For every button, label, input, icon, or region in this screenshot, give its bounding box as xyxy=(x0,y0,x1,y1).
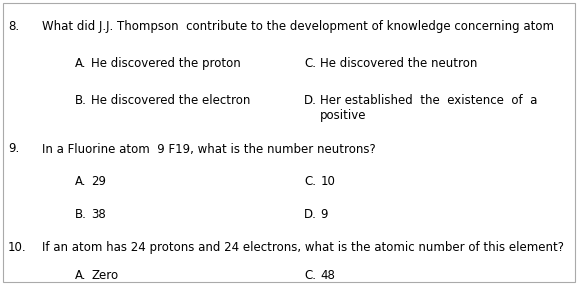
Text: B.: B. xyxy=(75,94,87,107)
Text: D.: D. xyxy=(304,208,317,221)
Text: D.: D. xyxy=(304,94,317,107)
Text: He discovered the electron: He discovered the electron xyxy=(91,94,251,107)
Text: A.: A. xyxy=(75,269,87,282)
Text: 9.: 9. xyxy=(8,142,19,156)
Text: What did J.J. Thompson  contribute to the development of knowledge concerning at: What did J.J. Thompson contribute to the… xyxy=(42,20,554,33)
Text: 10.: 10. xyxy=(8,241,27,254)
Text: C.: C. xyxy=(304,57,316,70)
Text: If an atom has 24 protons and 24 electrons, what is the atomic number of this el: If an atom has 24 protons and 24 electro… xyxy=(42,241,564,254)
Text: 9: 9 xyxy=(320,208,328,221)
Text: In a Fluorine atom  9 F19, what is the number neutrons?: In a Fluorine atom 9 F19, what is the nu… xyxy=(42,142,375,156)
Text: A.: A. xyxy=(75,175,87,188)
Text: 38: 38 xyxy=(91,208,106,221)
Text: He discovered the proton: He discovered the proton xyxy=(91,57,241,70)
Text: C.: C. xyxy=(304,175,316,188)
Text: Zero: Zero xyxy=(91,269,119,282)
Text: 48: 48 xyxy=(320,269,335,282)
Text: 29: 29 xyxy=(91,175,107,188)
Text: C.: C. xyxy=(304,269,316,282)
Text: 8.: 8. xyxy=(8,20,19,33)
Text: B.: B. xyxy=(75,208,87,221)
Text: 10: 10 xyxy=(320,175,335,188)
Text: A.: A. xyxy=(75,57,87,70)
Text: He discovered the neutron: He discovered the neutron xyxy=(320,57,478,70)
Text: Her established  the  existence  of  a
positive: Her established the existence of a posit… xyxy=(320,94,537,122)
